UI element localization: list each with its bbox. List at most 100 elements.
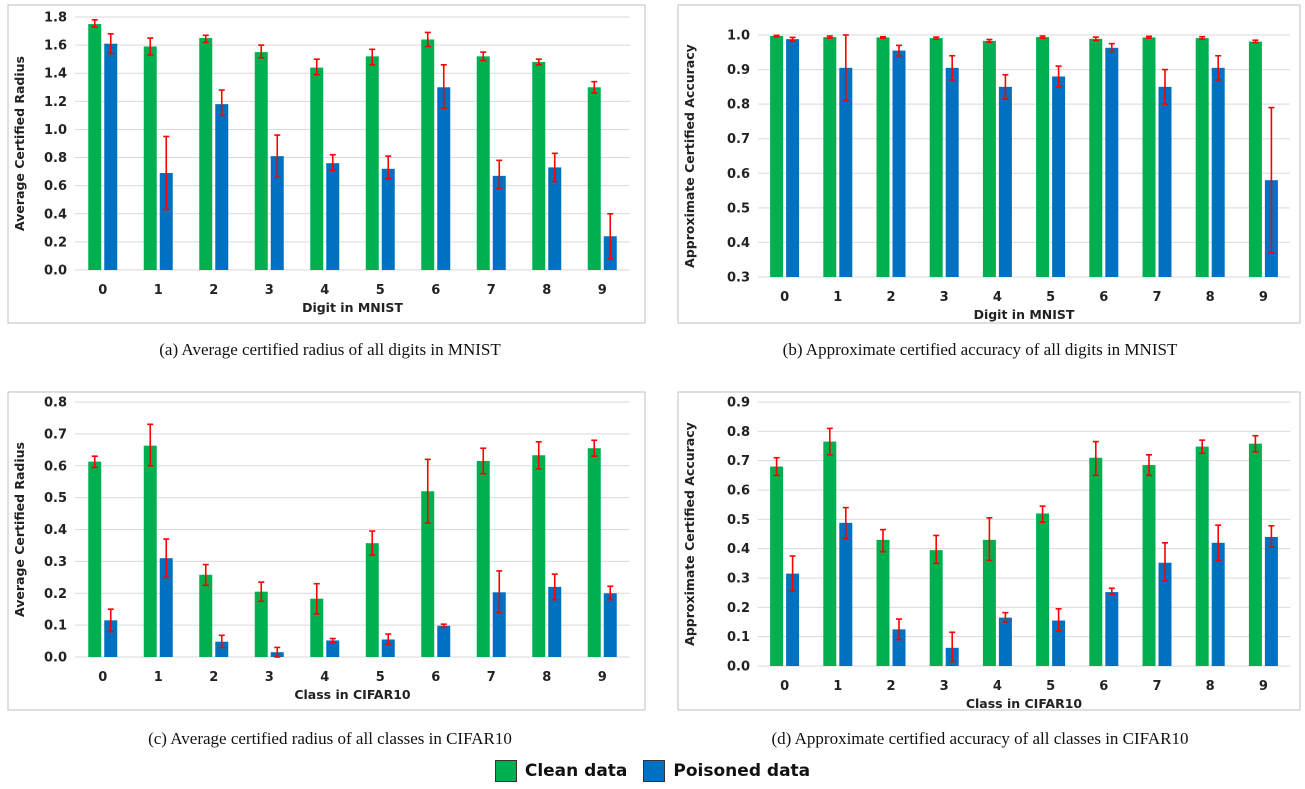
error-bar bbox=[1108, 587, 1115, 595]
error-bar bbox=[933, 534, 940, 565]
y-tick-label: 1.2 bbox=[44, 95, 67, 110]
clean-bar bbox=[310, 598, 324, 657]
clean-bar bbox=[770, 36, 784, 278]
x-tick-label: 1 bbox=[154, 670, 163, 685]
clean-bar bbox=[1142, 37, 1156, 277]
clean-bar bbox=[476, 56, 490, 270]
y-tick-label: 0.8 bbox=[727, 425, 750, 440]
poisoned-bar bbox=[381, 168, 395, 270]
poisoned-bar bbox=[437, 625, 451, 657]
y-tick-label: 0.4 bbox=[44, 523, 67, 538]
error-bar bbox=[1146, 35, 1152, 39]
clean-bar bbox=[876, 539, 890, 666]
poisoned-bar bbox=[839, 67, 853, 277]
clean-bar bbox=[254, 591, 268, 657]
poisoned-bar bbox=[326, 640, 340, 657]
error-bar bbox=[789, 555, 796, 593]
error-bar bbox=[535, 441, 542, 470]
error-bar bbox=[1268, 106, 1275, 254]
clean-bar bbox=[421, 491, 435, 657]
poisoned-bar bbox=[215, 104, 229, 271]
poisoned-bar bbox=[492, 592, 506, 657]
error-bar bbox=[385, 155, 392, 180]
error-bar bbox=[1146, 453, 1152, 477]
clean-bar bbox=[143, 445, 157, 657]
error-bar bbox=[535, 58, 542, 66]
x-tick-label: 8 bbox=[542, 283, 551, 298]
poisoned-bar bbox=[1158, 562, 1172, 666]
x-tick-label: 1 bbox=[154, 283, 163, 298]
x-axis-label: Digit in MNIST bbox=[302, 300, 403, 315]
error-bar bbox=[218, 89, 225, 117]
caption-c: (c) Average certified radius of all clas… bbox=[148, 729, 512, 748]
y-tick-label: 0.4 bbox=[44, 207, 67, 222]
y-tick-label: 0.6 bbox=[727, 167, 750, 182]
y-tick-label: 0.7 bbox=[44, 427, 67, 442]
y-tick-label: 0.5 bbox=[727, 513, 750, 528]
x-tick-label: 3 bbox=[940, 679, 949, 694]
x-axis-label: Class in CIFAR10 bbox=[966, 696, 1083, 711]
error-bar bbox=[1215, 524, 1222, 562]
error-bar bbox=[1162, 541, 1168, 582]
error-bar bbox=[986, 517, 993, 562]
poisoned-bar bbox=[786, 573, 800, 666]
clean-bar bbox=[823, 441, 837, 666]
error-bar bbox=[107, 608, 114, 633]
error-bar bbox=[1039, 35, 1046, 39]
clean-bar bbox=[982, 40, 996, 278]
chart-panel-c: 0.0 0.1 0.2 0.3 0.4 0.5 0.6 0.7 0.8 0 1 2 3 4 5 6 7 8 9 Cla… bbox=[7, 391, 646, 711]
clean-bar bbox=[88, 461, 102, 657]
clean-bar bbox=[770, 466, 784, 666]
y-tick-label: 0.2 bbox=[727, 601, 750, 616]
legend-label-clean: Clean data bbox=[524, 761, 628, 781]
error-bar bbox=[1055, 65, 1062, 88]
error-bar bbox=[496, 570, 503, 614]
legend-label-poisoned: Poisoned data bbox=[673, 761, 811, 781]
y-axis-label: Approximate Certified Accuracy bbox=[682, 44, 697, 268]
chart-panel-a: 0.0 0.2 0.4 0.6 0.8 1.0 1.2 1.4 1.6 1.8 0 1 2 3 4 5 6 7 8 9… bbox=[7, 4, 646, 324]
poisoned-bar bbox=[1052, 76, 1066, 277]
clean-bar bbox=[310, 67, 324, 270]
error-bar bbox=[986, 38, 993, 44]
error-bar bbox=[773, 456, 780, 477]
error-bar bbox=[107, 33, 114, 55]
x-tick-label: 7 bbox=[487, 283, 496, 298]
x-axis-label: Digit in MNIST bbox=[974, 307, 1075, 322]
clean-bar bbox=[1195, 446, 1209, 666]
error-bar bbox=[607, 585, 614, 601]
error-bar bbox=[440, 623, 447, 629]
poisoned-bar bbox=[1264, 536, 1278, 666]
error-bar bbox=[313, 58, 320, 76]
clean-bar bbox=[929, 550, 943, 666]
y-axis-label: Approximate Certified Accuracy bbox=[682, 422, 697, 646]
clean-bar bbox=[88, 24, 102, 271]
poisoned-bar bbox=[381, 639, 395, 657]
error-bar bbox=[385, 633, 392, 646]
clean-bar bbox=[1142, 465, 1156, 666]
poisoned-bar bbox=[159, 173, 173, 270]
clean-bar bbox=[1195, 38, 1209, 278]
error-bar bbox=[826, 427, 833, 456]
y-tick-label: 0.8 bbox=[44, 396, 67, 411]
poisoned-bar bbox=[998, 617, 1012, 666]
x-tick-label: 2 bbox=[886, 679, 895, 694]
error-bar bbox=[896, 44, 902, 57]
y-axis-label: Average Certified Radius bbox=[12, 56, 27, 231]
x-tick-label: 8 bbox=[1206, 290, 1215, 305]
poisoned-bar bbox=[104, 620, 118, 657]
poisoned-bar bbox=[270, 156, 284, 270]
error-bar bbox=[949, 54, 956, 81]
x-tick-label: 7 bbox=[1152, 290, 1161, 305]
y-tick-label: 0.3 bbox=[44, 555, 67, 570]
poisoned-bar bbox=[437, 87, 451, 271]
error-bar bbox=[424, 458, 431, 524]
error-bar bbox=[218, 634, 225, 649]
error-bar bbox=[1055, 607, 1062, 632]
y-tick-label: 0.2 bbox=[44, 587, 67, 602]
error-bar bbox=[496, 159, 503, 190]
error-bar bbox=[1199, 439, 1206, 455]
error-bar bbox=[1092, 440, 1099, 477]
error-bar bbox=[147, 37, 154, 56]
error-bar bbox=[1252, 39, 1259, 44]
figure-canvas: 0.0 0.2 0.4 0.6 0.8 1.0 1.2 1.4 1.6 1.8 0 1 2 3 4 5 6 7 8 9… bbox=[7, 4, 1301, 711]
